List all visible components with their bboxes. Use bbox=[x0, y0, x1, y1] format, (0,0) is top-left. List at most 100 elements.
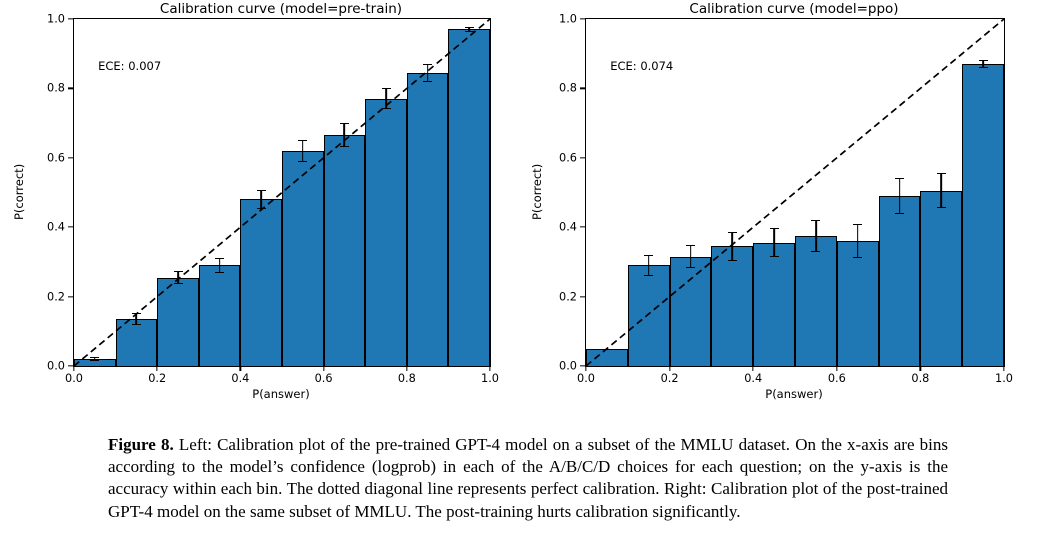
x-tick-label-0.4: 0.4 bbox=[231, 372, 250, 385]
error-bar-bin-5 bbox=[811, 219, 821, 253]
y-tick-label-0.4: 0.4 bbox=[559, 220, 577, 234]
perfect-calibration-line bbox=[585, 18, 1005, 367]
x-tick-0.6 bbox=[836, 366, 838, 371]
error-bar-bin-0 bbox=[90, 357, 100, 361]
plot-area-ppo: ECE: 0.074 0.0 0.2 0.4 0.6 0.8 1.0 0.0 0.2 0.4 0.… bbox=[559, 13, 1013, 386]
bar-bin-9 bbox=[448, 29, 490, 366]
x-tick-1.0 bbox=[1003, 366, 1005, 371]
y-tick-0.0 bbox=[580, 365, 585, 367]
error-bar-bin-8 bbox=[423, 63, 433, 82]
y-tick-label-0.6: 0.6 bbox=[559, 151, 577, 165]
bar-bin-6 bbox=[323, 135, 366, 366]
ece-annotation-ppo: ECE: 0.074 bbox=[610, 58, 674, 73]
bar-bin-2 bbox=[669, 256, 712, 366]
x-tick-label-0.0: 0.0 bbox=[65, 372, 83, 385]
error-bar-bin-3 bbox=[727, 231, 737, 261]
plot-area-pretrain: ECE: 0.007 0.0 0.2 0.4 0.6 0.8 1.0 0.0 0.2 0.4 0.… bbox=[47, 13, 499, 386]
bar-bin-9 bbox=[962, 64, 1004, 366]
x-tick-label-0.6: 0.6 bbox=[827, 372, 846, 385]
error-bar-bin-7 bbox=[895, 177, 904, 214]
calibration-chart-pretrain: Calibration curve (model=pre-train) P(co… bbox=[0, 0, 527, 415]
y-axis-label-pretrain: P(correct) bbox=[12, 163, 26, 220]
y-tick-label-1.0: 1.0 bbox=[559, 12, 577, 26]
error-bar-bin-1 bbox=[644, 254, 654, 277]
y-tick-label-1.0: 1.0 bbox=[47, 12, 65, 26]
error-bar-bin-9 bbox=[978, 59, 988, 69]
y-tick-label-0.6: 0.6 bbox=[47, 151, 65, 165]
x-axis-label-ppo: P(answer) bbox=[765, 387, 823, 401]
x-tick-label-1.0: 1.0 bbox=[481, 372, 499, 385]
y-tick-1.0 bbox=[68, 18, 73, 20]
figure-caption: Figure 8. Left: Calibration plot of the … bbox=[108, 434, 948, 523]
x-tick-0.8 bbox=[406, 366, 408, 371]
error-bar-bin-6 bbox=[853, 224, 863, 258]
caption-text: Left: Calibration plot of the pre-traine… bbox=[108, 435, 948, 521]
bar-bin-3 bbox=[711, 246, 754, 366]
error-bar-bin-1 bbox=[131, 313, 141, 326]
perfect-calibration-line bbox=[73, 18, 491, 367]
x-tick-0.2 bbox=[668, 366, 671, 371]
y-tick-0.4 bbox=[68, 226, 73, 228]
y-tick-0.8 bbox=[580, 87, 585, 90]
x-tick-label-0.8: 0.8 bbox=[397, 372, 416, 385]
chart-title-ppo: Calibration curve (model=ppo) bbox=[689, 1, 899, 17]
x-tick-label-0.0: 0.0 bbox=[577, 372, 595, 385]
error-bar-bin-9 bbox=[464, 26, 474, 33]
x-axis-label-pretrain: P(answer) bbox=[252, 387, 310, 401]
x-tick-0.4 bbox=[239, 366, 242, 371]
bar-bin-3 bbox=[198, 265, 241, 366]
bar-bin-2 bbox=[157, 277, 199, 366]
x-tick-0.2 bbox=[156, 366, 158, 371]
calibration-chart-ppo: Calibration curve (model=ppo) P(correct)… bbox=[527, 0, 1054, 415]
error-bar-bin-4 bbox=[769, 228, 779, 258]
bar-bin-5 bbox=[795, 235, 837, 366]
bar-bin-6 bbox=[836, 241, 879, 366]
figure-label: Figure 8. bbox=[108, 435, 174, 454]
y-tick-0.8 bbox=[68, 87, 73, 90]
x-tick-label-0.4: 0.4 bbox=[744, 372, 763, 385]
error-bar-bin-3 bbox=[215, 257, 225, 273]
error-bar-bin-8 bbox=[936, 173, 946, 209]
x-tick-0.0 bbox=[73, 366, 75, 371]
error-bar-bin-4 bbox=[256, 189, 266, 210]
error-bar-bin-6 bbox=[339, 123, 349, 148]
error-bar-bin-7 bbox=[381, 88, 391, 110]
x-tick-1.0 bbox=[489, 366, 491, 371]
bar-bin-4 bbox=[753, 242, 795, 366]
bar-bin-7 bbox=[878, 195, 921, 366]
y-tick-label-0.8: 0.8 bbox=[47, 81, 65, 95]
error-bar-bin-2 bbox=[686, 244, 695, 269]
bar-bin-8 bbox=[920, 190, 963, 366]
x-tick-0.6 bbox=[322, 366, 325, 371]
y-tick-0.4 bbox=[580, 226, 585, 228]
bar-bin-4 bbox=[240, 199, 282, 366]
y-tick-0.2 bbox=[580, 295, 585, 298]
y-tick-label-0.2: 0.2 bbox=[559, 290, 577, 304]
x-tick-0.4 bbox=[752, 366, 754, 371]
ece-annotation-pretrain: ECE: 0.007 bbox=[98, 58, 162, 73]
x-tick-label-0.8: 0.8 bbox=[911, 372, 930, 385]
bar-bin-8 bbox=[406, 72, 449, 366]
y-tick-0.6 bbox=[580, 157, 585, 159]
y-tick-label-0.0: 0.0 bbox=[559, 359, 577, 373]
error-bar-bin-5 bbox=[298, 139, 308, 162]
x-tick-0.0 bbox=[585, 366, 587, 371]
y-tick-label-0.2: 0.2 bbox=[47, 290, 65, 304]
y-tick-label-0.8: 0.8 bbox=[559, 81, 577, 95]
x-tick-label-1.0: 1.0 bbox=[995, 372, 1013, 385]
x-tick-label-0.6: 0.6 bbox=[314, 372, 333, 385]
x-tick-0.8 bbox=[919, 366, 922, 371]
x-tick-label-0.2: 0.2 bbox=[148, 372, 167, 385]
chart-title-pretrain: Calibration curve (model=pre-train) bbox=[159, 1, 403, 17]
y-tick-0.6 bbox=[68, 157, 73, 159]
y-tick-label-0.0: 0.0 bbox=[47, 359, 65, 373]
bar-bin-7 bbox=[365, 98, 407, 366]
bar-bin-1 bbox=[627, 265, 670, 366]
y-tick-label-0.4: 0.4 bbox=[47, 220, 65, 234]
y-tick-0.0 bbox=[68, 365, 73, 367]
y-axis-label-ppo: P(correct) bbox=[530, 163, 544, 220]
x-tick-label-0.2: 0.2 bbox=[660, 372, 679, 385]
y-tick-1.0 bbox=[580, 18, 585, 20]
error-bar-bin-2 bbox=[173, 270, 183, 285]
y-tick-0.2 bbox=[68, 295, 73, 298]
